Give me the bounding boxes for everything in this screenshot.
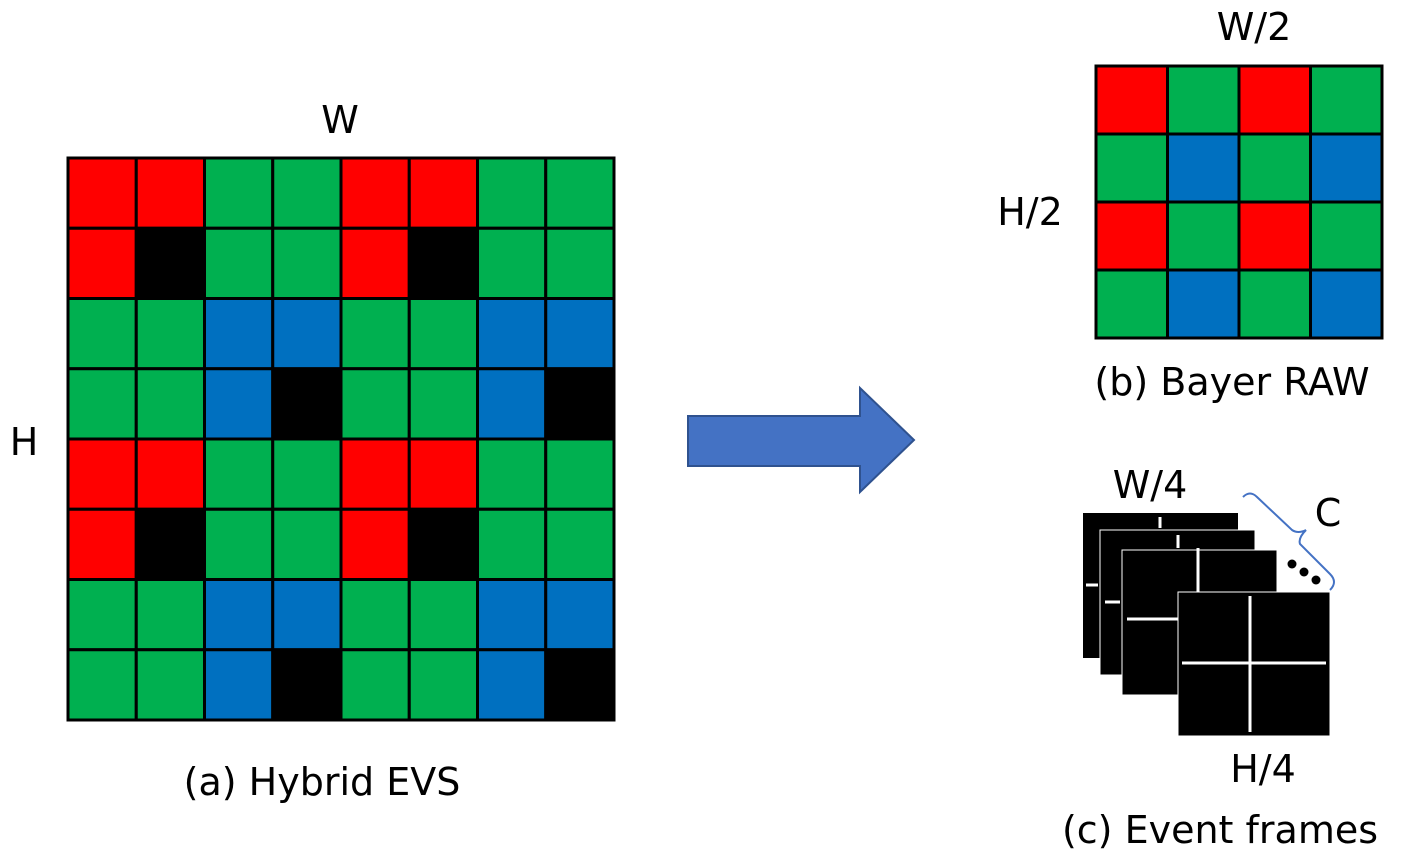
event-strokes (1086, 517, 1326, 732)
bayer-cell (1237, 268, 1312, 340)
hybrid-cell (203, 297, 275, 371)
hybrid-cell (134, 367, 206, 441)
bayer-cell (1237, 132, 1312, 204)
bayer-width-label: W/2 (1217, 5, 1292, 49)
hybrid-cell (203, 507, 275, 581)
hybrid-cell (544, 226, 616, 300)
hybrid-cell (476, 507, 548, 581)
bayer-cell (1309, 132, 1384, 204)
hybrid-cell (339, 367, 411, 441)
bayer-cell (1309, 200, 1384, 272)
hybrid-cell (476, 367, 548, 441)
hybrid-cell (271, 297, 343, 371)
bayer-caption: (b) Bayer RAW (1094, 360, 1369, 404)
hybrid-cell (339, 437, 411, 511)
hybrid-cell (544, 437, 616, 511)
hybrid-cell (339, 297, 411, 371)
hybrid-cell (203, 367, 275, 441)
bayer-cell (1166, 132, 1241, 204)
hybrid-cell (134, 297, 206, 371)
hybrid-cell (407, 297, 479, 371)
hybrid-cell (544, 578, 616, 652)
hybrid-evs-grid (66, 156, 616, 722)
hybrid-cell (134, 648, 206, 722)
hybrid-cell (339, 648, 411, 722)
bayer-cell (1094, 268, 1169, 340)
hybrid-cell (203, 226, 275, 300)
hybrid-cell (407, 578, 479, 652)
hybrid-cell (476, 578, 548, 652)
hybrid-cell (407, 367, 479, 441)
hybrid-cell (134, 156, 206, 230)
hybrid-cell (407, 156, 479, 230)
hybrid-cell (66, 578, 138, 652)
hybrid-caption: (a) Hybrid EVS (184, 760, 461, 804)
event-height-label: H/4 (1230, 747, 1296, 791)
hybrid-cell (407, 437, 479, 511)
hybrid-cell (66, 297, 138, 371)
hybrid-cell (339, 507, 411, 581)
hybrid-cell (476, 226, 548, 300)
hybrid-cell (544, 156, 616, 230)
hybrid-cell (66, 437, 138, 511)
bayer-cell (1309, 268, 1384, 340)
hybrid-cell (271, 648, 343, 722)
hybrid-cell (544, 367, 616, 441)
hybrid-cell (271, 367, 343, 441)
hybrid-cell (203, 156, 275, 230)
bayer-cell (1237, 64, 1312, 136)
bayer-cell (1166, 268, 1241, 340)
hybrid-cell (203, 437, 275, 511)
hybrid-cell (271, 578, 343, 652)
channel-bracket (1242, 492, 1335, 591)
hybrid-cell (339, 156, 411, 230)
hybrid-cell (544, 648, 616, 722)
hybrid-width-label: W (321, 98, 359, 142)
hybrid-cell (339, 578, 411, 652)
bayer-cell (1094, 64, 1169, 136)
hybrid-cell (476, 156, 548, 230)
bayer-cell (1166, 64, 1241, 136)
hybrid-cell (271, 156, 343, 230)
hybrid-cell (134, 507, 206, 581)
hybrid-cell (66, 226, 138, 300)
bayer-cell (1094, 200, 1169, 272)
hybrid-cell (476, 437, 548, 511)
hybrid-cell (339, 226, 411, 300)
event-channels-label: C (1315, 491, 1342, 535)
ellipsis-dots (1287, 559, 1321, 585)
hybrid-cell (476, 648, 548, 722)
hybrid-cell (544, 297, 616, 371)
hybrid-cell (407, 648, 479, 722)
hybrid-cell (66, 156, 138, 230)
bayer-raw-grid (1094, 64, 1384, 340)
hybrid-cell (203, 578, 275, 652)
hybrid-cell (66, 648, 138, 722)
hybrid-cell (407, 507, 479, 581)
hybrid-cell (134, 226, 206, 300)
hybrid-cell (203, 648, 275, 722)
hybrid-cell (544, 507, 616, 581)
event-caption: (c) Event frames (1062, 808, 1378, 852)
hybrid-cell (271, 507, 343, 581)
hybrid-cell (476, 297, 548, 371)
hybrid-cell (271, 226, 343, 300)
hybrid-cell (271, 437, 343, 511)
bayer-cell (1237, 200, 1312, 272)
hybrid-cell (66, 507, 138, 581)
event-frames-stack (1083, 492, 1335, 737)
bayer-cell (1094, 132, 1169, 204)
hybrid-height-label: H (10, 420, 39, 464)
bayer-cell (1309, 64, 1384, 136)
bayer-cell (1166, 200, 1241, 272)
hybrid-cell (66, 367, 138, 441)
hybrid-cell (134, 437, 206, 511)
hybrid-cell (407, 226, 479, 300)
bayer-height-label: H/2 (997, 190, 1063, 234)
conversion-arrow (687, 385, 916, 495)
event-width-label: W/4 (1113, 463, 1188, 507)
hybrid-cell (134, 578, 206, 652)
